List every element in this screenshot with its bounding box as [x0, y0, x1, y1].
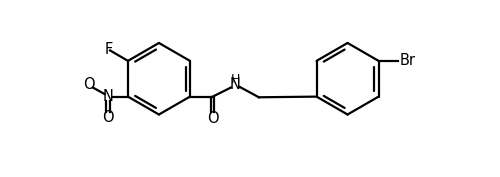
- Text: N: N: [230, 77, 241, 92]
- Text: F: F: [104, 42, 112, 57]
- Text: H: H: [231, 73, 240, 86]
- Text: Br: Br: [400, 53, 415, 68]
- Text: O: O: [83, 77, 95, 92]
- Text: O: O: [102, 110, 114, 125]
- Text: O: O: [207, 111, 218, 126]
- Text: N: N: [102, 89, 113, 104]
